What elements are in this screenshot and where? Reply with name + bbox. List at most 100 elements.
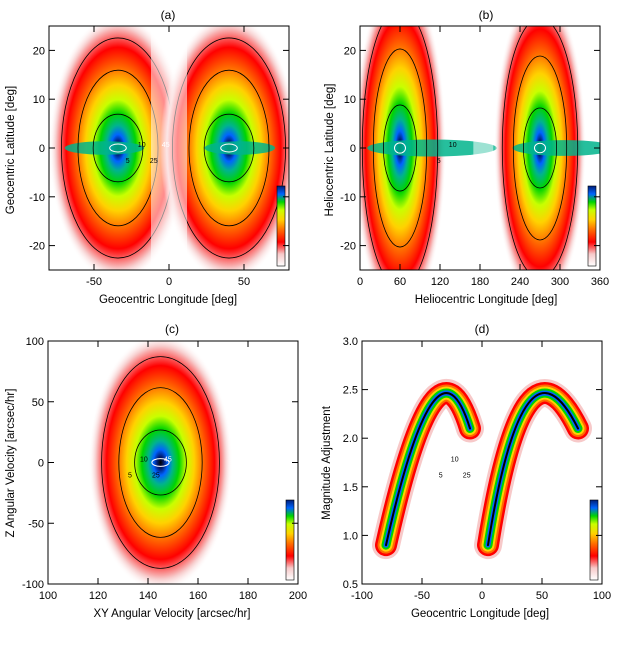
heatmap-layer: 5 10 25 xyxy=(360,26,600,270)
colorbar xyxy=(587,185,597,267)
contour-line xyxy=(203,113,255,183)
x-tick-label: 100 xyxy=(593,590,611,602)
contour-line xyxy=(372,48,428,248)
y-tick-label: 3.0 xyxy=(343,336,358,348)
x-tick-label: 120 xyxy=(89,590,107,602)
panel-d-xlabel: Geocentric Longitude [deg] xyxy=(411,608,549,620)
contour-line xyxy=(512,55,568,241)
contour-label: 10 xyxy=(138,142,146,149)
contour-core xyxy=(220,143,238,153)
x-tick-label: 120 xyxy=(431,276,449,288)
contour-label: 10 xyxy=(451,456,459,463)
contour-core xyxy=(533,142,547,154)
density-streak xyxy=(367,139,497,157)
y-tick-label: 2.0 xyxy=(343,433,358,445)
contour-line xyxy=(134,429,187,496)
density-cluster-main xyxy=(88,341,233,584)
panel-d: (d) 5 10 25 45 -100 -50 0 50 100 0.5 1.0 1.5 2.0 2.5… xyxy=(321,322,611,620)
y-tick-label: -10 xyxy=(340,192,356,204)
contour-line xyxy=(383,104,417,192)
contour-line xyxy=(101,356,220,569)
x-tick-label: 180 xyxy=(239,590,257,602)
contour-line xyxy=(501,26,579,270)
contour-line xyxy=(385,392,471,546)
panel-b-title: (b) xyxy=(479,8,494,22)
x-tick-label: -50 xyxy=(86,276,102,288)
contour-line xyxy=(118,387,203,538)
empty-gap xyxy=(473,26,494,270)
contour-core xyxy=(151,458,170,467)
panel-b-ylabel: Heliocentric Latitude [deg] xyxy=(324,84,336,217)
y-tick-label: 100 xyxy=(26,336,44,348)
contour-label: 25 xyxy=(461,158,469,165)
heatmap-layer: 5 10 25 45 xyxy=(372,379,592,560)
density-streak xyxy=(204,141,276,155)
x-tick-label: 360 xyxy=(591,276,609,288)
y-tick-label: 1.5 xyxy=(343,482,358,494)
x-tick-label: -100 xyxy=(351,590,373,602)
panel-c-title: (c) xyxy=(165,322,179,336)
contour-line xyxy=(188,69,270,227)
contour-label: 25 xyxy=(463,472,471,479)
x-tick-label: 240 xyxy=(511,276,529,288)
y-tick-label: 50 xyxy=(32,397,44,409)
empty-gap xyxy=(151,26,187,270)
y-tick-label: -20 xyxy=(340,241,356,253)
x-tick-label: 60 xyxy=(394,276,406,288)
y-tick-label: -10 xyxy=(29,192,45,204)
contour-label: 5 xyxy=(128,472,132,479)
panel-c-xlabel: XY Angular Velocity [arcsec/hr] xyxy=(93,608,250,620)
panel-d-ylabel: Magnitude Adjustment xyxy=(321,405,333,520)
panel-a-title: (a) xyxy=(161,8,176,22)
x-tick-label: 0 xyxy=(357,276,363,288)
x-tick-label: -50 xyxy=(414,590,430,602)
x-tick-label: 300 xyxy=(551,276,569,288)
x-tick-label: 50 xyxy=(536,590,548,602)
panel-c-heatmap: 5 10 25 45 xyxy=(88,341,295,584)
y-tick-label: -20 xyxy=(29,241,45,253)
x-tick-label: 100 xyxy=(39,590,57,602)
panel-b-axes: 0 60 120 180 240 300 360 -20 -10 0 10 20 xyxy=(340,25,609,288)
density-cluster-left xyxy=(360,26,446,270)
contour-line xyxy=(92,113,144,183)
y-tick-label: 10 xyxy=(33,94,45,106)
y-tick-label: 0.5 xyxy=(343,579,358,591)
contour-label: 10 xyxy=(449,142,457,149)
contour-line xyxy=(523,107,557,189)
y-tick-label: 0 xyxy=(39,143,45,155)
x-tick-label: 50 xyxy=(238,276,250,288)
colorbar xyxy=(589,499,599,581)
panel-c: (c) 5 10 25 45 100 120 140 160 180 200 -100 -50 0 50… xyxy=(5,322,307,620)
contour-label: 25 xyxy=(152,472,160,479)
x-tick-label: 0 xyxy=(479,590,485,602)
contour-core xyxy=(393,142,407,154)
panel-d-title: (d) xyxy=(475,322,490,336)
y-tick-label: -50 xyxy=(28,518,44,530)
panel-a-heatmap: 5 10 25 45 xyxy=(49,26,289,270)
heatmap-layer: 5 10 25 45 xyxy=(49,26,289,270)
y-tick-label: -100 xyxy=(22,579,44,591)
panel-a-ylabel: Geocentric Latitude [deg] xyxy=(5,86,17,215)
panel-a-xlabel: Geocentric Longitude [deg] xyxy=(99,294,237,306)
x-tick-label: 160 xyxy=(189,590,207,602)
contour-line xyxy=(487,392,579,546)
contour-label: 45 xyxy=(475,456,483,463)
x-tick-label: 0 xyxy=(166,276,172,288)
panel-b-xlabel: Heliocentric Longitude [deg] xyxy=(415,294,558,306)
contour-label: 25 xyxy=(150,158,158,165)
density-streak xyxy=(64,141,145,155)
x-tick-label: 140 xyxy=(139,590,157,602)
panel-d-heatmap: 5 10 25 45 xyxy=(372,379,599,581)
heatmap-layer: 5 10 25 45 xyxy=(88,341,233,584)
y-tick-label: 2.5 xyxy=(343,385,358,397)
y-tick-label: 0 xyxy=(350,143,356,155)
contour-label: 45 xyxy=(162,142,170,149)
y-tick-label: 1.0 xyxy=(343,530,358,542)
contour-label: 10 xyxy=(140,456,148,463)
colorbar xyxy=(285,499,295,581)
panel-a: (a) 5 10 25 45 -50 0 50 -20 -10 0 10 20 Geocentric… xyxy=(5,8,290,306)
y-tick-label: 0 xyxy=(38,458,44,470)
y-tick-label: 20 xyxy=(33,45,45,57)
